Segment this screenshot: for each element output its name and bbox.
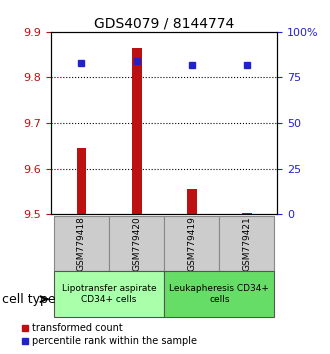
Bar [187,189,197,214]
Legend: transformed count, percentile rank within the sample: transformed count, percentile rank withi… [21,324,197,346]
Title: GDS4079 / 8144774: GDS4079 / 8144774 [94,17,234,31]
Bar [164,271,275,317]
Text: cell type: cell type [2,293,55,306]
Text: Leukapheresis CD34+
cells: Leukapheresis CD34+ cells [169,284,269,303]
Text: GSM779420: GSM779420 [132,216,141,271]
Bar [77,148,86,214]
Bar [242,213,252,214]
Bar [54,216,109,271]
Text: GSM779421: GSM779421 [242,216,251,271]
Text: Lipotransfer aspirate
CD34+ cells: Lipotransfer aspirate CD34+ cells [62,284,156,303]
Bar [219,216,275,271]
Bar [54,271,164,317]
Bar [132,48,142,214]
Text: GSM779419: GSM779419 [187,216,196,271]
Bar [109,216,164,271]
Text: GSM779418: GSM779418 [77,216,86,271]
Bar [164,216,219,271]
